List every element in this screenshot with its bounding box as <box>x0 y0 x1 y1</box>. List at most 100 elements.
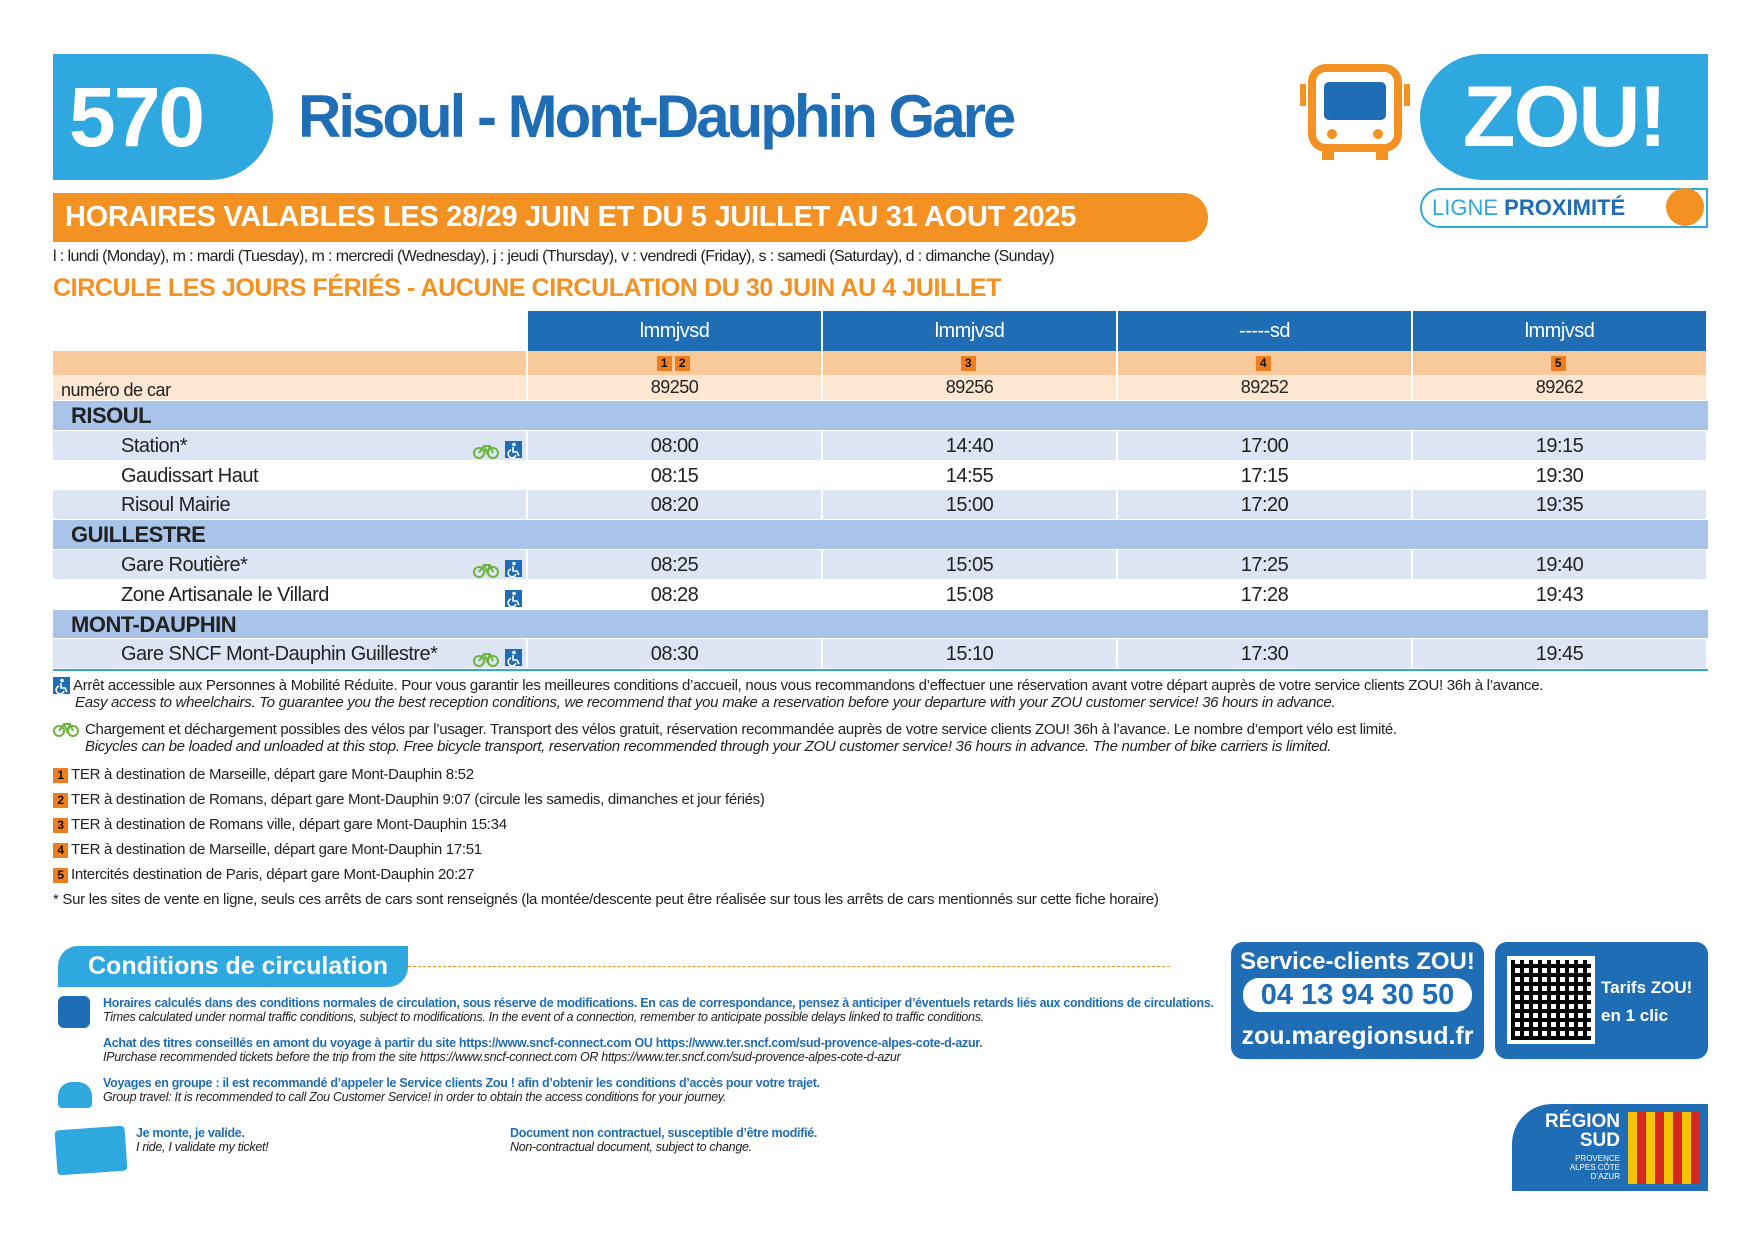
note-text: TER à destination de Romans ville, dépar… <box>71 816 507 834</box>
wheelchair-note: Arrêt accessible aux Personnes à Mobilit… <box>53 677 1543 711</box>
time: 08:15 <box>528 460 821 490</box>
condition: Achat des titres conseillés en amont du … <box>103 1036 983 1064</box>
note-refs: 4 <box>1118 351 1411 375</box>
ticket-en: I ride, I validate my ticket! <box>136 1140 269 1154</box>
note-num: 5 <box>53 868 68 884</box>
holidays: CIRCULE LES JOURS FÉRIÉS - AUCUNE CIRCUL… <box>53 274 1001 302</box>
url: zou.maregionsud.fr <box>1241 1022 1474 1050</box>
note-ref: 5 <box>1550 356 1566 372</box>
note-num: 4 <box>53 843 68 859</box>
time: 15:00 <box>823 490 1116 520</box>
time: 19:43 <box>1413 579 1706 609</box>
numbered-note: 3 TER à destination de Romans ville, dépa… <box>53 816 507 834</box>
ligne: LIGNE <box>1432 195 1499 220</box>
stop-label: Gare SNCF Mont-Dauphin Guillestre* <box>121 643 438 666</box>
title: Risoul - Mont-Dauphin Gare <box>298 83 1016 150</box>
condition: Voyages en groupe : il est recommandé d’… <box>103 1076 820 1104</box>
region-1: RÉGION <box>1545 1111 1620 1132</box>
time: 14:40 <box>823 430 1116 460</box>
days-legend: l : lundi (Monday), m : mardi (Tuesday),… <box>53 248 1055 265</box>
bike-icon <box>53 721 79 741</box>
time: 14:55 <box>823 460 1116 490</box>
wheelchair-icon <box>505 556 522 586</box>
time: 17:15 <box>1118 460 1411 490</box>
group-icon <box>58 1082 92 1108</box>
days-header: -----sd <box>1118 311 1411 351</box>
stop-name: Gaudissart Haut <box>53 460 526 490</box>
days-header: lmmjvsd <box>528 311 821 351</box>
time: 19:35 <box>1413 490 1706 520</box>
stop-label: Risoul Mairie <box>121 494 231 517</box>
qr-code <box>1507 956 1595 1044</box>
note-ref: 1 <box>656 356 672 372</box>
time: 19:40 <box>1413 550 1706 579</box>
conditions-title: Conditions de circulation <box>58 946 408 987</box>
stop-label: Station* <box>121 434 188 457</box>
days-header: lmmjvsd <box>823 311 1116 351</box>
note-ref: 4 <box>1255 356 1271 372</box>
stop-group: GUILLESTRE <box>53 520 1708 549</box>
condition-en: IPurchase recommended tickets before the… <box>103 1050 901 1064</box>
time: 08:00 <box>528 430 821 460</box>
wheelchair-icon <box>505 437 522 467</box>
text-en: Easy access to wheelchairs. To guarantee… <box>75 694 1336 712</box>
time: 19:15 <box>1413 430 1706 460</box>
stop-group: MONT-DAUPHIN <box>53 609 1708 639</box>
stop-label: Gaudissart Haut <box>121 464 259 487</box>
bike-icon <box>473 646 499 676</box>
time: 08:30 <box>528 639 821 669</box>
note-num: 1 <box>53 768 68 784</box>
text: Arrêt accessible aux Personnes à Mobilit… <box>73 677 1544 695</box>
car-number: 89256 <box>823 375 1116 400</box>
condition-fr: Voyages en groupe : il est recommandé d’… <box>103 1076 820 1090</box>
text: Chargement et déchargement possibles des… <box>85 721 1397 739</box>
time: 08:25 <box>528 550 821 579</box>
note-text: TER à destination de Romans, départ gare… <box>71 791 765 809</box>
doc-fr: Document non contractuel, susceptible d’… <box>510 1126 818 1140</box>
note-refs: 5 <box>1413 351 1706 375</box>
stop-name: Gare Routière* <box>53 550 526 579</box>
text-en: Bicycles can be loaded and unloaded at t… <box>85 738 1332 756</box>
car-number: 89252 <box>1118 375 1411 400</box>
note-text: Intercités destination de Paris, départ … <box>71 866 475 884</box>
ligne-proximite: LIGNE PROXIMITÉ <box>1420 188 1708 228</box>
time: 08:28 <box>528 579 821 609</box>
region-sub: PROVENCE ALPES CÔTE D’AZUR <box>1569 1154 1620 1181</box>
line-number: 570 <box>53 54 273 180</box>
time: 19:45 <box>1413 639 1706 669</box>
stop-label: Gare Routière* <box>121 554 248 576</box>
note-ref: 2 <box>674 356 690 372</box>
bike-note: Chargement et déchargement possibles des… <box>53 721 1397 755</box>
condition: Horaires calculés dans des conditions no… <box>103 996 1214 1024</box>
time: 15:08 <box>823 579 1116 609</box>
wheelchair-icon <box>505 645 522 675</box>
tarifs-box: Tarifs ZOU! en 1 clic <box>1495 942 1708 1059</box>
bike-icon <box>473 438 499 468</box>
doc-en: Non-contractual document, subject to cha… <box>510 1140 752 1154</box>
bike-icon <box>473 557 499 587</box>
clock-icon <box>58 996 90 1028</box>
time: 17:20 <box>1118 490 1411 520</box>
numbered-note: 5 Intercités destination de Paris, départ… <box>53 866 475 884</box>
service-label: Service-clients ZOU! <box>1240 948 1475 975</box>
phone: 04 13 94 30 50 <box>1243 978 1472 1012</box>
car-number: 89250 <box>528 375 821 400</box>
ticket-icon <box>54 1125 128 1176</box>
stop-label: Zone Artisanale le Villard <box>121 583 329 606</box>
note-ref: 3 <box>960 356 976 372</box>
days-header: lmmjvsd <box>1413 311 1706 351</box>
time: 17:28 <box>1118 579 1411 609</box>
wheelchair-icon <box>53 677 70 698</box>
time: 19:30 <box>1413 460 1706 490</box>
note-text: TER à destination de Marseille, départ g… <box>71 766 474 784</box>
time: 17:25 <box>1118 550 1411 579</box>
car-number: 89262 <box>1413 375 1706 400</box>
numbered-note: 1 TER à destination de Marseille, départ … <box>53 766 474 784</box>
stop-name: Risoul Mairie <box>53 490 526 520</box>
note-refs: 3 <box>823 351 1116 375</box>
stop-name: Zone Artisanale le Villard <box>53 579 526 609</box>
service-box: Service-clients ZOU! 04 13 94 30 50 zou.… <box>1231 942 1484 1059</box>
proximite: PROXIMITÉ <box>1504 195 1626 220</box>
